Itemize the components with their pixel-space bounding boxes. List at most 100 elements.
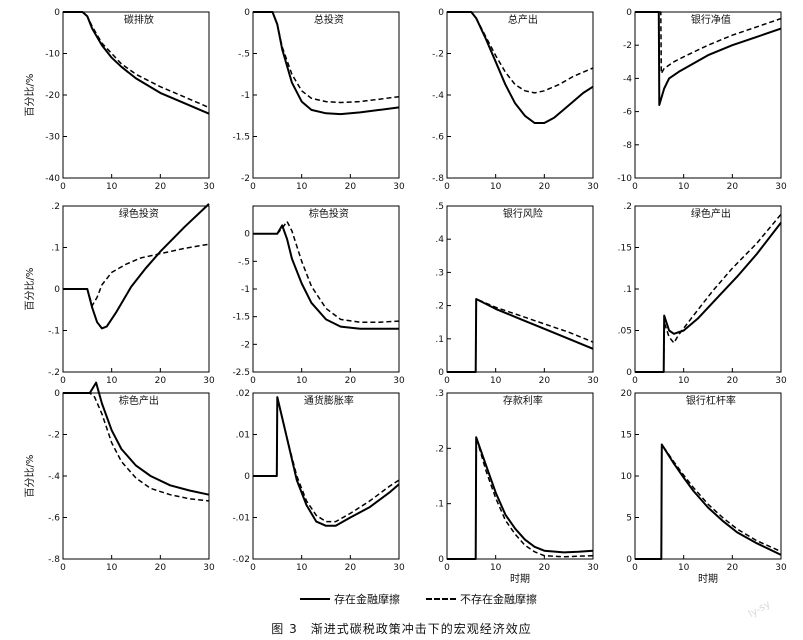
y-tick-label: -4 xyxy=(623,74,632,84)
series-line-without-friction xyxy=(635,213,782,373)
y-tick-label: .3 xyxy=(435,268,444,278)
y-tick-label: .3 xyxy=(435,389,444,399)
x-tick-label: 20 xyxy=(345,376,357,386)
x-tick-label: 30 xyxy=(587,376,599,386)
y-tick-label: 0 xyxy=(626,8,632,18)
x-tick-label: 30 xyxy=(775,182,787,192)
x-tick-label: 20 xyxy=(539,376,551,386)
panel-title: 绿色投资 xyxy=(119,207,159,220)
y-tick-label: -.6 xyxy=(432,133,444,143)
y-tick-label: -1.5 xyxy=(232,133,250,143)
x-tick-label: 30 xyxy=(203,563,215,573)
y-tick-label: -.4 xyxy=(432,91,444,101)
legend-item-solid: 存在金融摩擦 xyxy=(300,591,400,607)
x-tick-label: 20 xyxy=(155,182,167,192)
y-tick-label: .2 xyxy=(435,302,444,312)
x-tick-label: 20 xyxy=(345,182,357,192)
panel-title: 存款利率 xyxy=(503,394,543,407)
panel-title: 通货膨胀率 xyxy=(304,394,354,407)
series-line-without-friction xyxy=(63,392,210,502)
y-tick-label: .15 xyxy=(618,244,632,254)
series-line-with-friction xyxy=(635,443,782,560)
panel-8: .2 .15 .1 .05 00 10 20 30 绿色产出 xyxy=(618,202,787,386)
x-tick-label: 30 xyxy=(393,563,405,573)
series-line-with-friction xyxy=(253,224,399,330)
y-tick-label: 20 xyxy=(621,389,633,399)
x-tick-label: 10 xyxy=(296,182,308,192)
panel-title: 碳排放 xyxy=(124,13,154,26)
x-tick-label: 10 xyxy=(678,376,690,386)
series-line-with-friction xyxy=(447,298,594,373)
series-line-without-friction xyxy=(253,11,400,104)
series-line-without-friction xyxy=(447,436,594,560)
y-tick-label: 15 xyxy=(621,431,632,441)
figure-panels: 0-10-20-30-400 10 20 30碳排放百分比/%0-.5-1-1.5-2… xyxy=(24,8,787,585)
y-tick-label: .05 xyxy=(618,327,632,337)
x-tick-label: 10 xyxy=(296,563,308,573)
y-tick-label: .1 xyxy=(435,335,444,345)
y-tick-label: -.4 xyxy=(48,472,60,482)
x-tick-label: 20 xyxy=(727,563,739,573)
panel-frame xyxy=(252,11,400,179)
series-line-without-friction xyxy=(635,11,782,75)
y-tick-label: .01 xyxy=(236,431,250,441)
legend-label-solid: 存在金融摩擦 xyxy=(334,593,400,606)
series-line-with-friction xyxy=(253,396,400,527)
panel-7: .5 .4 .3 .2 .1 00 10 20 30 银行风险 xyxy=(435,202,599,386)
series-line-without-friction xyxy=(447,11,594,94)
x-tick-label: 30 xyxy=(775,376,787,386)
series-line-without-friction xyxy=(63,11,210,109)
y-tick-label: -10 xyxy=(45,50,60,60)
x-tick-label: 10 xyxy=(106,563,118,573)
x-tick-label: 10 xyxy=(490,563,502,573)
series-line-with-friction xyxy=(635,221,782,373)
x-tick-label: 0 xyxy=(60,182,66,192)
panel-frame xyxy=(634,205,782,373)
legend-label-dashed: 不存在金融摩擦 xyxy=(460,593,537,606)
y-tick-label: -2 xyxy=(241,174,250,184)
y-tick-label: 0 xyxy=(54,285,60,295)
panel-frame xyxy=(62,11,210,179)
y-tick-label: 0 xyxy=(438,368,444,378)
x-axis-label: 时期 xyxy=(510,573,530,585)
x-tick-label: 20 xyxy=(155,376,167,386)
x-tick-label: 30 xyxy=(203,182,215,192)
y-tick-label: 0 xyxy=(438,555,444,565)
x-tick-label: 20 xyxy=(155,563,167,573)
legend-swatch-dashed xyxy=(426,598,456,600)
x-tick-label: 0 xyxy=(632,182,638,192)
x-tick-label: 0 xyxy=(60,376,66,386)
x-tick-label: 30 xyxy=(587,182,599,192)
y-tick-label: .2 xyxy=(51,202,60,212)
series-line-with-friction xyxy=(253,11,400,116)
series-line-without-friction xyxy=(447,298,594,373)
x-tick-label: 20 xyxy=(727,376,739,386)
panel-frame xyxy=(446,205,594,373)
x-tick-label: 20 xyxy=(345,563,357,573)
y-tick-label: -6 xyxy=(623,108,632,118)
y-tick-label: -.5 xyxy=(238,50,250,60)
series-line-without-friction xyxy=(635,443,782,560)
x-tick-label: 0 xyxy=(444,376,450,386)
y-tick-label: 0 xyxy=(626,555,632,565)
x-tick-label: 10 xyxy=(490,376,502,386)
y-tick-label: .1 xyxy=(623,285,632,295)
x-tick-label: 10 xyxy=(678,563,690,573)
y-axis-label: 百分比/% xyxy=(24,455,36,498)
series-line-with-friction xyxy=(447,436,594,560)
series-line-without-friction xyxy=(253,220,400,323)
y-tick-label: -.2 xyxy=(48,368,60,378)
y-tick-label: -.6 xyxy=(48,514,60,524)
panel-title: 银行杠杆率 xyxy=(686,394,736,407)
panel-title: 总产出 xyxy=(508,13,538,26)
panel-frame xyxy=(446,11,594,179)
y-tick-label: -.2 xyxy=(48,431,60,441)
panel-title: 银行风险 xyxy=(503,207,543,220)
x-tick-label: 0 xyxy=(632,376,638,386)
series-line-with-friction xyxy=(635,11,782,106)
